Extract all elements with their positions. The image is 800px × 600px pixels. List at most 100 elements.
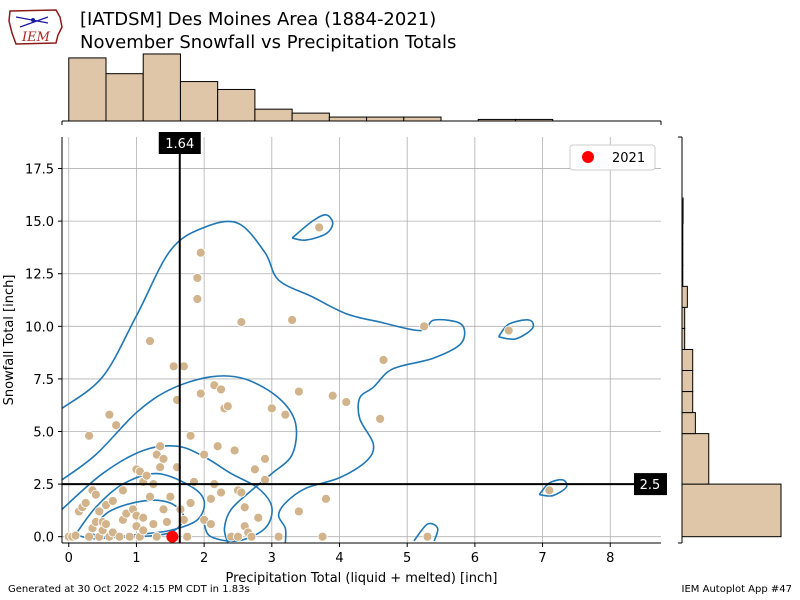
top-hist-bar: [291, 112, 330, 122]
data-point: [84, 430, 94, 441]
data-point: [314, 222, 325, 233]
data-point: [90, 489, 101, 500]
right-hist-bar: [681, 483, 782, 538]
top-histogram: [61, 53, 662, 125]
data-point: [199, 449, 210, 460]
data-point: [107, 496, 118, 506]
contour-line: [62, 220, 466, 543]
data-point: [378, 355, 389, 365]
kde-contours: [62, 214, 568, 543]
data-point: [375, 413, 386, 424]
top-hist-bar: [142, 53, 181, 122]
y-tick-label: 17.5: [25, 163, 54, 178]
legend-label-2021: 2021: [612, 151, 645, 166]
data-point: [162, 517, 172, 527]
data-point: [155, 441, 166, 452]
contour-line: [413, 522, 439, 542]
right-hist-bar: [681, 285, 688, 308]
x-tick-label: 2: [200, 551, 208, 566]
data-point: [118, 485, 128, 496]
right-hist-bar: [681, 348, 694, 372]
data-point: [216, 384, 226, 395]
data-point: [253, 512, 264, 523]
y-tick-label: 7.5: [33, 373, 54, 388]
legend-marker-2021: [582, 151, 594, 163]
data-point: [158, 504, 169, 515]
data-point: [94, 506, 105, 517]
data-point: [212, 441, 223, 452]
data-point: [168, 361, 179, 372]
hline-label: 2.5: [640, 478, 661, 493]
data-point: [148, 519, 159, 529]
data-point: [84, 531, 94, 542]
data-point: [185, 430, 196, 441]
data-point: [124, 531, 135, 542]
data-point: [206, 493, 216, 504]
data-point: [206, 519, 216, 529]
y-tick-label: 12.5: [25, 268, 54, 283]
data-point: [182, 531, 193, 542]
data-point: [260, 474, 270, 485]
data-point: [544, 485, 555, 496]
vline-label: 1.64: [165, 137, 194, 152]
data-point: [236, 317, 247, 328]
contour-line: [62, 374, 298, 543]
top-hist-bar: [366, 116, 405, 122]
hline-label-box: [634, 473, 667, 496]
y-axis-label: Snowfall Total [inch]: [2, 275, 17, 406]
x-tick-label: 8: [606, 551, 614, 566]
data-point: [249, 464, 260, 475]
data-point: [260, 453, 270, 464]
data-point: [145, 336, 155, 346]
x-tick-label: 7: [538, 551, 546, 566]
x-axis-label: Precipitation Total (liquid + melted) [i…: [226, 571, 498, 586]
top-hist-bar: [254, 108, 293, 122]
data-point: [327, 390, 338, 401]
data-point: [141, 470, 152, 481]
data-point: [236, 487, 247, 498]
y-tick-label: 5.0: [33, 426, 54, 441]
data-point: [101, 519, 111, 529]
data-point: [111, 420, 122, 431]
data-point: [80, 498, 91, 508]
data-point: [266, 403, 277, 414]
data-point: [151, 531, 162, 542]
data-point: [192, 294, 203, 304]
data-point: [341, 397, 352, 407]
chart-subtitle: November Snowfall vs Precipitation Total…: [80, 32, 457, 53]
top-hist-bar: [179, 81, 219, 122]
data-point: [155, 462, 166, 473]
top-hist-bar: [68, 57, 107, 122]
generated-timestamp: Generated at 30 Oct 2022 4:15 PM CDT in …: [8, 584, 250, 595]
legend: 2021: [569, 144, 656, 171]
contour-line: [497, 319, 535, 341]
vline-label-box: [158, 132, 201, 154]
contour-line: [74, 472, 206, 540]
data-point: [503, 325, 514, 336]
contour-line: [291, 214, 334, 242]
x-tick-label: 5: [403, 551, 411, 566]
x-tick-label: 6: [471, 551, 479, 566]
data-point: [293, 386, 304, 397]
data-point: [70, 530, 81, 541]
y-tick-label: 15.0: [25, 215, 54, 230]
scatter-points: [63, 222, 555, 542]
y-tick-label: 10.0: [25, 320, 54, 335]
data-point: [192, 273, 203, 283]
data-point: [195, 247, 206, 258]
data-point: [293, 506, 304, 517]
data-point: [138, 512, 149, 523]
x-tick-label: 0: [65, 551, 73, 566]
right-histogram: [678, 136, 782, 544]
data-point: [114, 531, 125, 542]
data-point: [287, 315, 298, 325]
data-point: [189, 477, 199, 487]
data-point: [321, 493, 331, 504]
data-point: [246, 531, 257, 542]
contour-line: [62, 445, 273, 543]
data-point: [185, 498, 196, 508]
chart-title: [IATDSM] Des Moines Area (1884-2021): [80, 9, 437, 30]
right-hist-bar: [681, 433, 710, 485]
data-point: [138, 525, 149, 536]
